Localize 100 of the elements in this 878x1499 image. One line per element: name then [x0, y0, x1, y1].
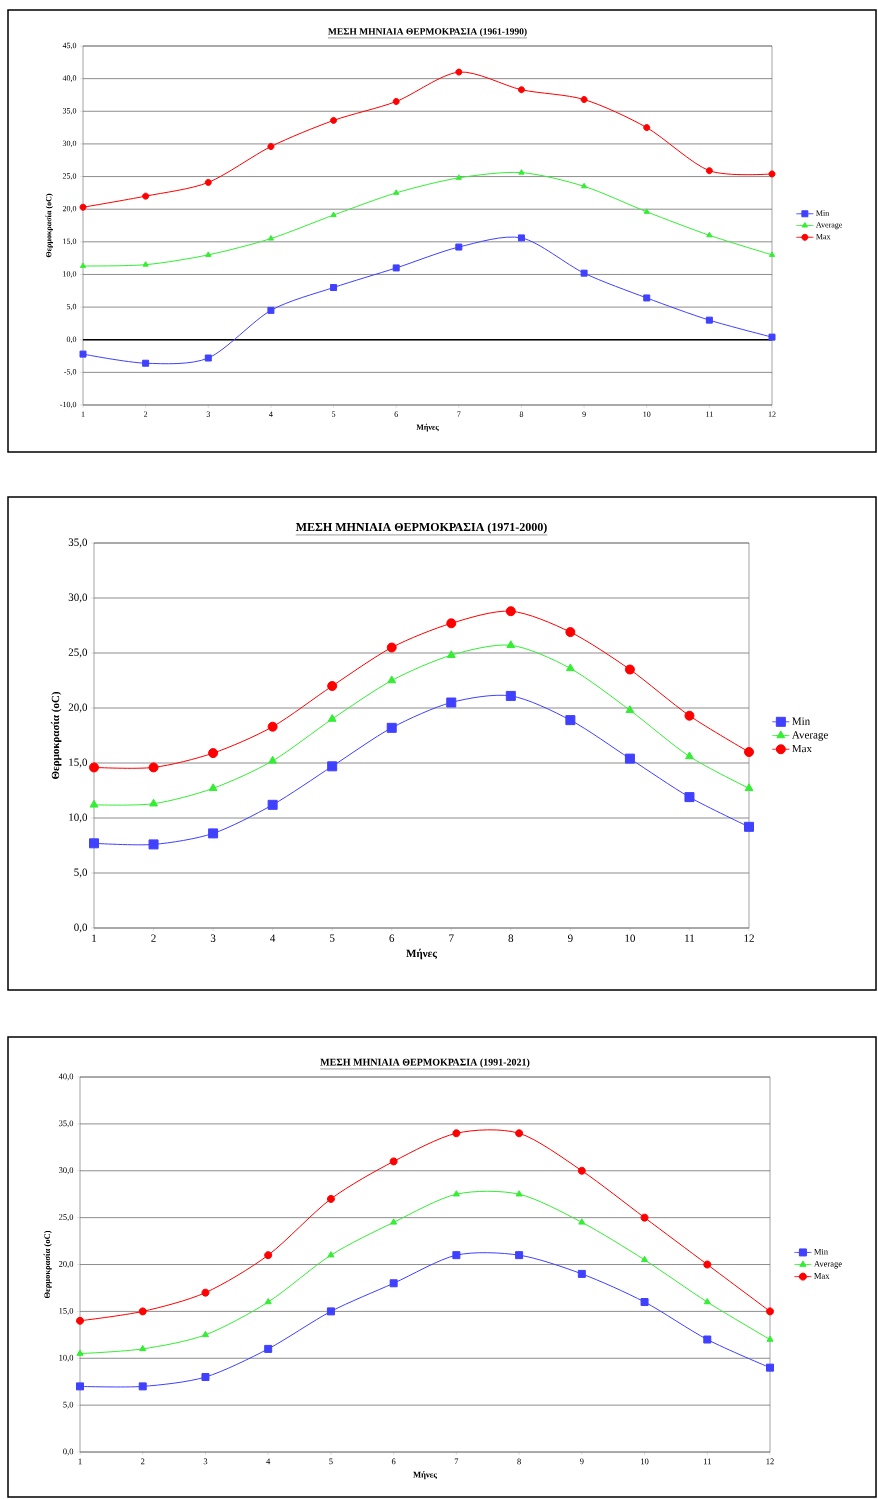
- x-tick-label: 8: [519, 411, 524, 417]
- x-tick-label: 11: [685, 934, 695, 942]
- point: [76, 1349, 84, 1356]
- point: [267, 235, 275, 241]
- point: [327, 1251, 335, 1258]
- point: [327, 714, 337, 722]
- point: [138, 1382, 147, 1391]
- y-tick-label: 45,0: [62, 42, 77, 50]
- point: [390, 1218, 398, 1225]
- point: [268, 755, 278, 764]
- y-tick-label: 30,0: [68, 593, 88, 603]
- point: [744, 783, 754, 792]
- point: [264, 1344, 273, 1353]
- y-tick-label: 25,0: [62, 173, 77, 180]
- point: [393, 189, 400, 195]
- point: [505, 606, 516, 617]
- point: [506, 640, 516, 649]
- point: [565, 715, 576, 726]
- point: [208, 748, 219, 759]
- point: [208, 828, 219, 839]
- point: [705, 167, 713, 175]
- y-tick-label: 35,0: [62, 108, 77, 115]
- point: [624, 753, 635, 764]
- point: [138, 1307, 147, 1316]
- legend-label: Min: [816, 210, 830, 216]
- x-tick-label: 4: [266, 1458, 271, 1465]
- point: [577, 1166, 586, 1175]
- point: [327, 681, 338, 692]
- point: [768, 251, 776, 257]
- x-tick-label: 12: [766, 1458, 774, 1465]
- point: [515, 1129, 524, 1138]
- y-tick-label: 5,0: [66, 303, 77, 311]
- x-tick-label: 7: [454, 1458, 459, 1465]
- point: [264, 1251, 273, 1260]
- point: [580, 96, 588, 104]
- chart-title: ΜΕΣΗ ΜΗΝΙΑΙΑ ΘΕΡΜΟΚΡΑΣΙΑ (1961-1990): [328, 27, 527, 37]
- legend-label: Average: [791, 731, 828, 741]
- point: [142, 359, 150, 367]
- point: [326, 1194, 335, 1203]
- x-tick-label: 3: [203, 1458, 208, 1465]
- point: [768, 170, 776, 178]
- x-tick-label: 10: [641, 1458, 649, 1465]
- chart-title: ΜΕΣΗ ΜΗΝΙΑΙΑ ΘΕΡΜΟΚΡΑΣΙΑ (1991-2021): [320, 1058, 530, 1068]
- legend-label: Average: [815, 222, 843, 230]
- point: [79, 350, 87, 358]
- y-tick-label: 40,0: [62, 75, 77, 82]
- point: [89, 838, 99, 849]
- y-tick-label: 10,0: [59, 1354, 74, 1362]
- point: [264, 1298, 272, 1305]
- point: [581, 182, 588, 189]
- x-tick-label: 11: [703, 1458, 711, 1465]
- y-tick-label: 5,0: [74, 868, 88, 878]
- point: [455, 68, 463, 76]
- point: [766, 1363, 775, 1372]
- point: [684, 710, 695, 721]
- x-tick-label: 5: [332, 411, 336, 417]
- point: [139, 1344, 147, 1352]
- y-axis-title: Θερμοκρασία (oC): [43, 1230, 52, 1299]
- point: [518, 169, 525, 175]
- x-tick-label: 1: [92, 934, 97, 942]
- y-tick-label: 30,0: [59, 1167, 74, 1175]
- x-tick-label: 4: [269, 411, 273, 417]
- point: [149, 798, 158, 807]
- point: [89, 762, 99, 773]
- x-axis-title: Μήνες: [416, 423, 439, 432]
- point: [208, 783, 218, 792]
- point: [640, 1213, 649, 1222]
- x-tick-label: 10: [625, 934, 635, 942]
- point: [744, 821, 755, 832]
- point: [267, 721, 278, 732]
- y-tick-label: 0,0: [63, 1448, 74, 1456]
- point: [204, 178, 212, 186]
- point: [517, 86, 525, 94]
- y-axis-title: Θερμοκρασία (oC): [45, 193, 53, 258]
- y-tick-label: 5,0: [63, 1401, 74, 1409]
- x-tick-label: 1: [78, 1458, 82, 1465]
- y-tick-label: 25,0: [68, 648, 88, 658]
- x-tick-label: 2: [140, 1458, 145, 1465]
- y-tick-label: -10,0: [60, 401, 77, 409]
- point: [446, 618, 457, 629]
- x-tick-label: 5: [329, 1458, 333, 1465]
- y-tick-label: 35,0: [68, 538, 88, 548]
- x-tick-label: 11: [706, 411, 713, 417]
- point: [565, 627, 576, 638]
- point: [685, 751, 694, 760]
- chart-title: ΜΕΣΗ ΜΗΝΙΑΙΑ ΘΕΡΜΟΚΡΑΣΙΑ (1971-2000): [295, 522, 547, 534]
- y-tick-label: 10,0: [69, 813, 88, 823]
- y-tick-label: -5,0: [64, 369, 77, 376]
- point: [455, 174, 462, 180]
- point: [201, 1330, 209, 1338]
- x-tick-label: 9: [579, 1458, 584, 1465]
- x-tick-label: 12: [768, 411, 776, 417]
- y-tick-label: 10,0: [63, 271, 77, 278]
- point: [515, 1190, 523, 1197]
- point: [640, 1298, 649, 1307]
- y-tick-label: 20,0: [62, 205, 77, 213]
- point: [577, 1269, 586, 1278]
- point: [452, 1190, 460, 1197]
- point: [643, 124, 651, 132]
- point: [515, 1251, 524, 1260]
